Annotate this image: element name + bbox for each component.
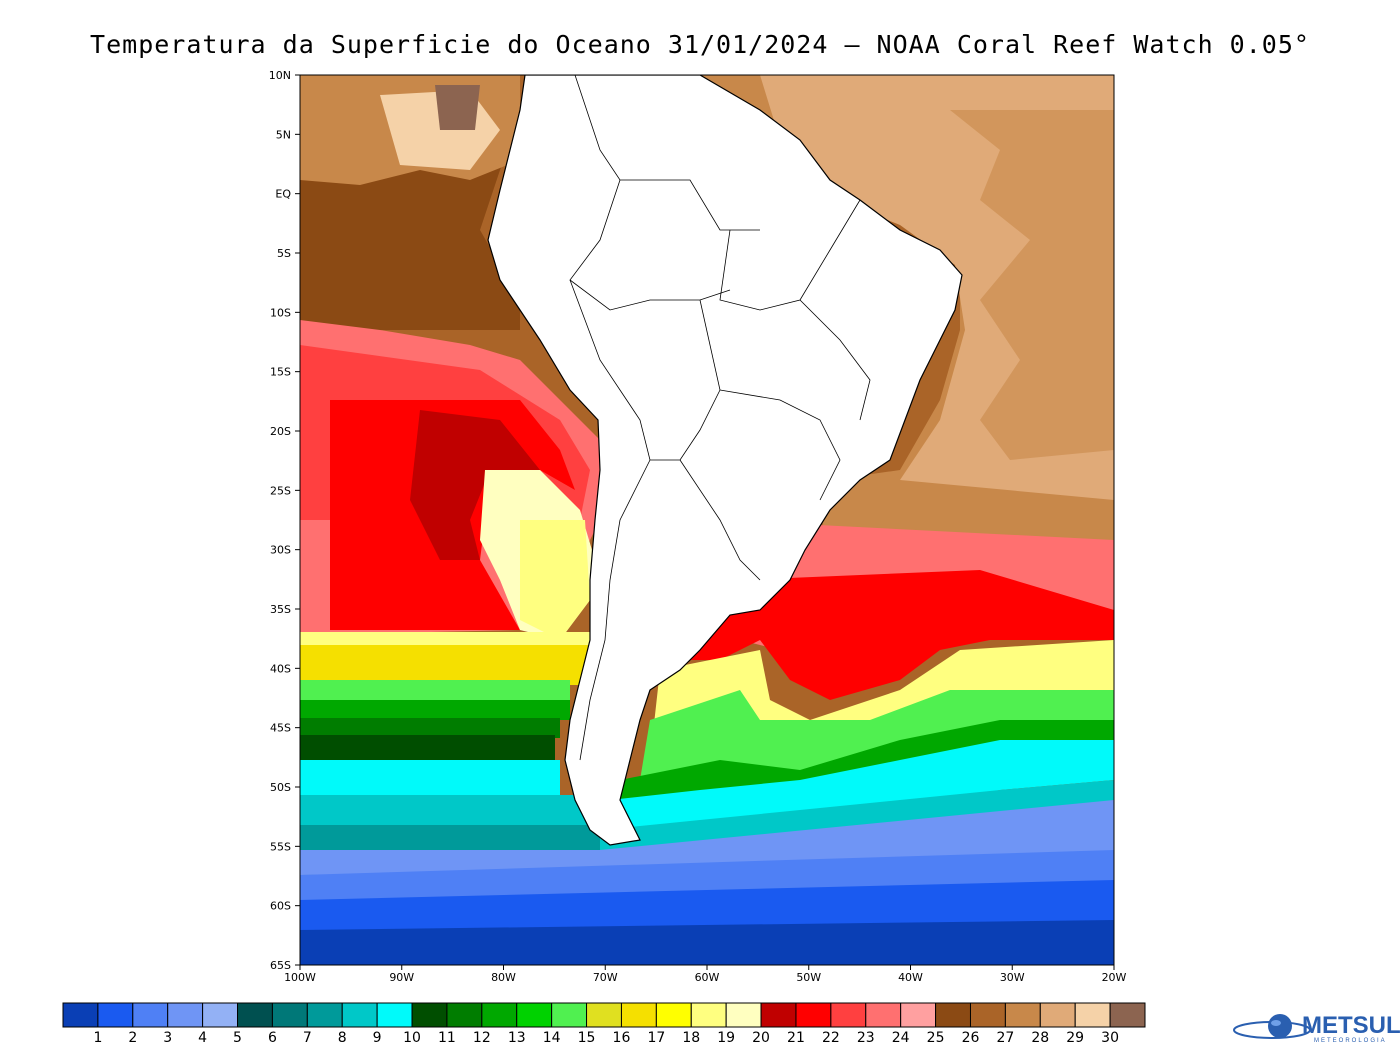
lat-tick-label: 40S: [270, 662, 291, 675]
colorbar-swatch: [167, 1002, 204, 1028]
colorbar-label: 19: [717, 1030, 735, 1046]
colorbar-swatch: [376, 1002, 413, 1028]
lat-tick-label: 50S: [270, 781, 291, 794]
colorbar-swatch: [1074, 1002, 1111, 1028]
colorbar-swatch: [271, 1002, 308, 1028]
colorbar-swatch: [795, 1002, 832, 1028]
colorbar-swatch: [202, 1002, 239, 1028]
colorbar-label: 18: [682, 1030, 700, 1046]
lat-tick-label: 20S: [270, 425, 291, 438]
colorbar-label: 14: [543, 1030, 561, 1046]
colorbar-label: 6: [268, 1030, 277, 1046]
colorbar-swatch: [1109, 1002, 1146, 1028]
colorbar-swatch: [516, 1002, 553, 1028]
colorbar-swatch: [586, 1002, 622, 1028]
longitude-axis: 100W 90W 80W 70W 60W 50W 40W 30W 20W: [284, 965, 1127, 984]
colorbar-label: 12: [473, 1030, 491, 1046]
lon-tick-label: 80W: [491, 971, 516, 984]
lon-tick-label: 30W: [1000, 971, 1025, 984]
metsul-logo-icon: [1233, 1014, 1311, 1039]
lon-tick-label: 90W: [389, 971, 414, 984]
sst-map: 10N 5N EQ 5S 10S 15S 20S 25S 30S 35S 40S 45S 50S 55S 6…: [269, 69, 1127, 984]
colorbar-label: 21: [787, 1030, 805, 1046]
colorbar-swatch: [306, 1002, 343, 1028]
colorbar-label: 7: [303, 1030, 312, 1046]
lat-tick-label: 5S: [277, 247, 291, 260]
colorbar-swatch: [865, 1002, 902, 1028]
lat-tick-label: 30S: [270, 544, 291, 557]
colorbar-swatch: [551, 1002, 588, 1028]
lat-tick-label: 65S: [270, 959, 291, 972]
lat-tick-label: 35S: [270, 603, 291, 616]
colorbar-label: 23: [857, 1030, 875, 1046]
lat-tick-label: 60S: [270, 900, 291, 913]
lat-tick-label: 55S: [270, 840, 291, 853]
colorbar-swatch: [620, 1002, 657, 1028]
lon-tick-label: 20W: [1102, 971, 1127, 984]
colorbar-swatch: [97, 1002, 134, 1028]
colorbar-label: 10: [403, 1030, 421, 1046]
lon-tick-label: 50W: [796, 971, 821, 984]
colorbar-swatch: [760, 1002, 797, 1028]
colorbar-swatches: [62, 1002, 1146, 1028]
lon-tick-label: 60W: [695, 971, 720, 984]
colorbar-swatch: [341, 1002, 378, 1028]
colorbar-swatch: [411, 1002, 448, 1028]
colorbar-swatch: [935, 1002, 971, 1028]
colorbar-label: 28: [1031, 1030, 1049, 1046]
lat-tick-label: 10S: [270, 306, 291, 319]
country-borders: [569, 75, 871, 761]
colorbar-label: 1: [93, 1030, 102, 1046]
colorbar-label: 24: [892, 1030, 910, 1046]
logo-name: METSUL: [1302, 1012, 1400, 1039]
colorbar-swatch: [132, 1002, 169, 1028]
colorbar-label: 5: [233, 1030, 242, 1046]
colorbar-swatch: [655, 1002, 692, 1028]
south-america-landmass: [487, 75, 963, 846]
colorbar-swatch: [1004, 1002, 1041, 1028]
colorbar-label: 27: [996, 1030, 1014, 1046]
latitude-axis: 10N 5N EQ 5S 10S 15S 20S 25S 30S 35S 40S 45S 50S 55S 6…: [269, 69, 300, 972]
lat-tick-label: EQ: [275, 188, 291, 201]
lat-tick-label: 10N: [269, 69, 291, 82]
lon-tick-label: 70W: [593, 971, 618, 984]
colorbar-swatch: [690, 1002, 727, 1028]
colorbar-swatch: [725, 1002, 762, 1028]
colorbar-label: 17: [647, 1030, 665, 1046]
colorbar-label: 13: [508, 1030, 526, 1046]
colorbar-swatch: [900, 1002, 937, 1028]
colorbar-label: 25: [927, 1030, 945, 1046]
colorbar-label: 9: [373, 1030, 382, 1046]
colorbar-label: 8: [338, 1030, 347, 1046]
lon-tick-label: 40W: [898, 971, 923, 984]
colorbar-swatch: [237, 1002, 273, 1028]
colorbar-label: 29: [1066, 1030, 1084, 1046]
colorbar-label: 3: [163, 1030, 172, 1046]
colorbar-swatch: [830, 1002, 867, 1028]
logo-subtitle: METEOROLOGIA: [1314, 1038, 1387, 1044]
map-title: Temperatura da Superficie do Oceano 31/0…: [90, 30, 1310, 59]
colorbar-label: 11: [438, 1030, 456, 1046]
sst-field: [300, 75, 1114, 965]
colorbar-label: 4: [198, 1030, 207, 1046]
colorbar-swatch: [1039, 1002, 1076, 1028]
lat-tick-label: 45S: [270, 722, 291, 735]
colorbar-labels: 1 2 3 4 5 6 7 8 9 10 11 12 13 14 15 16 17 18 19 20 21 22 23 24 2…: [93, 1030, 1119, 1046]
colorbar-label: 2: [128, 1030, 137, 1046]
colorbar-label: 20: [752, 1030, 770, 1046]
colorbar-label: 16: [613, 1030, 631, 1046]
lat-tick-label: 15S: [270, 366, 291, 379]
colorbar-label: 15: [578, 1030, 596, 1046]
lat-tick-label: 5N: [276, 128, 291, 141]
colorbar-label: 22: [822, 1030, 840, 1046]
colorbar-swatch: [481, 1002, 518, 1028]
colorbar-swatch: [62, 1002, 99, 1028]
lat-tick-label: 25S: [270, 484, 291, 497]
colorbar-label: 26: [962, 1030, 980, 1046]
colorbar-swatch: [969, 1002, 1006, 1028]
colorbar-label: 30: [1101, 1030, 1119, 1046]
lon-tick-label: 100W: [284, 971, 316, 984]
colorbar-swatch: [446, 1002, 483, 1028]
